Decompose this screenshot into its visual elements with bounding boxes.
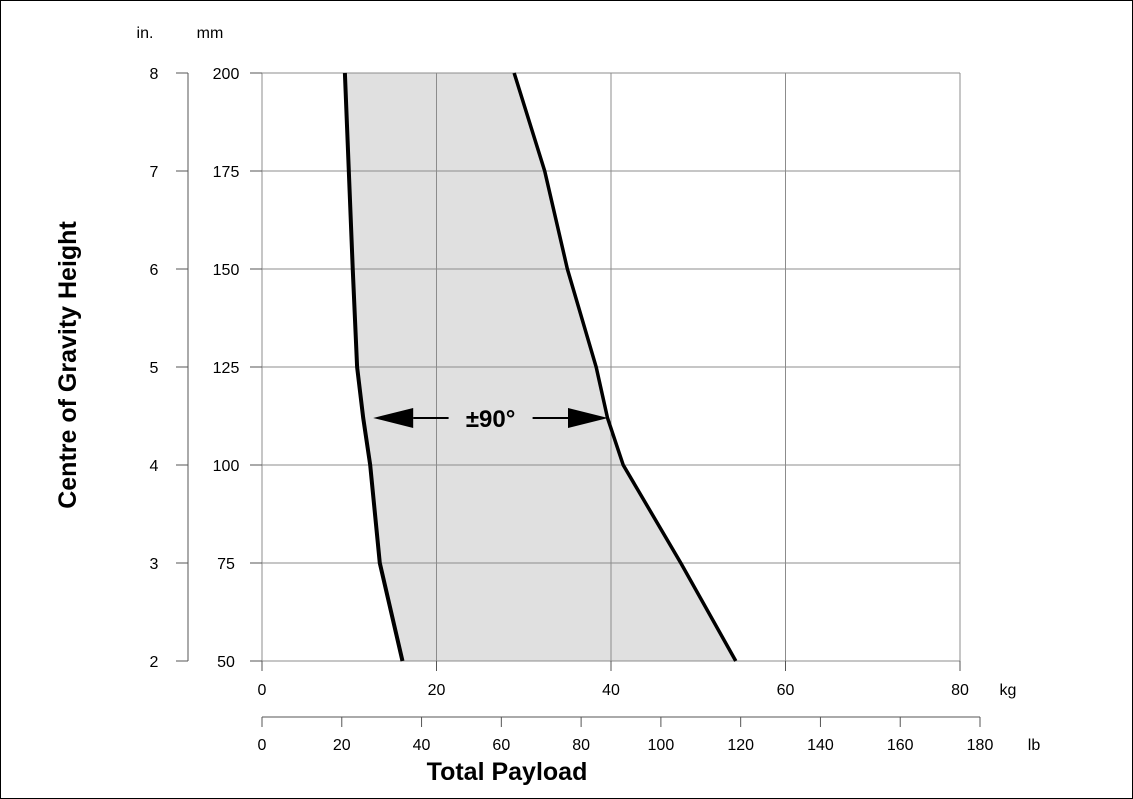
lb-tick-label: 140 bbox=[807, 737, 834, 754]
inch-axis-unit: in. bbox=[137, 25, 154, 42]
lb-tick-label: 40 bbox=[413, 737, 431, 754]
arrowhead-right bbox=[568, 407, 608, 428]
mm-tick-label: 150 bbox=[213, 262, 240, 279]
mm-tick-label: 100 bbox=[213, 458, 240, 475]
x-axis-title: Total Payload bbox=[427, 758, 588, 786]
kg-tick-label: 80 bbox=[951, 682, 969, 699]
inch-tick-label: 6 bbox=[150, 262, 159, 279]
lb-tick-label: 80 bbox=[572, 737, 590, 754]
rotation-annotation-label: ±90° bbox=[466, 406, 515, 433]
inch-tick-label: 5 bbox=[150, 360, 159, 377]
inch-tick-label: 7 bbox=[150, 164, 159, 181]
y-axis-title: Centre of Gravity Height bbox=[54, 221, 82, 509]
inch-tick-label: 8 bbox=[150, 66, 159, 83]
mm-axis-unit: mm bbox=[197, 25, 224, 42]
arrowhead-left bbox=[373, 407, 414, 428]
lb-axis-unit: lb bbox=[1028, 737, 1041, 754]
lb-tick-label: 120 bbox=[727, 737, 754, 754]
inch-tick-label: 3 bbox=[150, 556, 159, 573]
inch-tick-label: 4 bbox=[150, 458, 159, 475]
kg-tick-label: 40 bbox=[602, 682, 620, 699]
kg-axis-unit: kg bbox=[1000, 682, 1017, 699]
mm-tick-label: 200 bbox=[213, 66, 240, 83]
lb-tick-label: 60 bbox=[492, 737, 510, 754]
left-limit-curve bbox=[342, 72, 405, 662]
kg-tick-label: 20 bbox=[428, 682, 446, 699]
mm-tick-label: 125 bbox=[213, 360, 240, 377]
lb-tick-label: 100 bbox=[648, 737, 675, 754]
annotation-layer: ±90° bbox=[373, 406, 608, 433]
lb-tick-label: 180 bbox=[967, 737, 994, 754]
mm-tick-label: 175 bbox=[213, 164, 240, 181]
lb-tick-label: 20 bbox=[333, 737, 351, 754]
mm-tick-label: 50 bbox=[217, 654, 235, 671]
mm-tick-label: 75 bbox=[217, 556, 235, 573]
right-limit-curve bbox=[512, 72, 738, 662]
kg-tick-label: 60 bbox=[777, 682, 795, 699]
kg-tick-label: 0 bbox=[258, 682, 267, 699]
lb-tick-label: 0 bbox=[258, 737, 267, 754]
lb-tick-label: 160 bbox=[887, 737, 914, 754]
curve-layer bbox=[342, 72, 738, 662]
inch-tick-label: 2 bbox=[150, 654, 159, 671]
